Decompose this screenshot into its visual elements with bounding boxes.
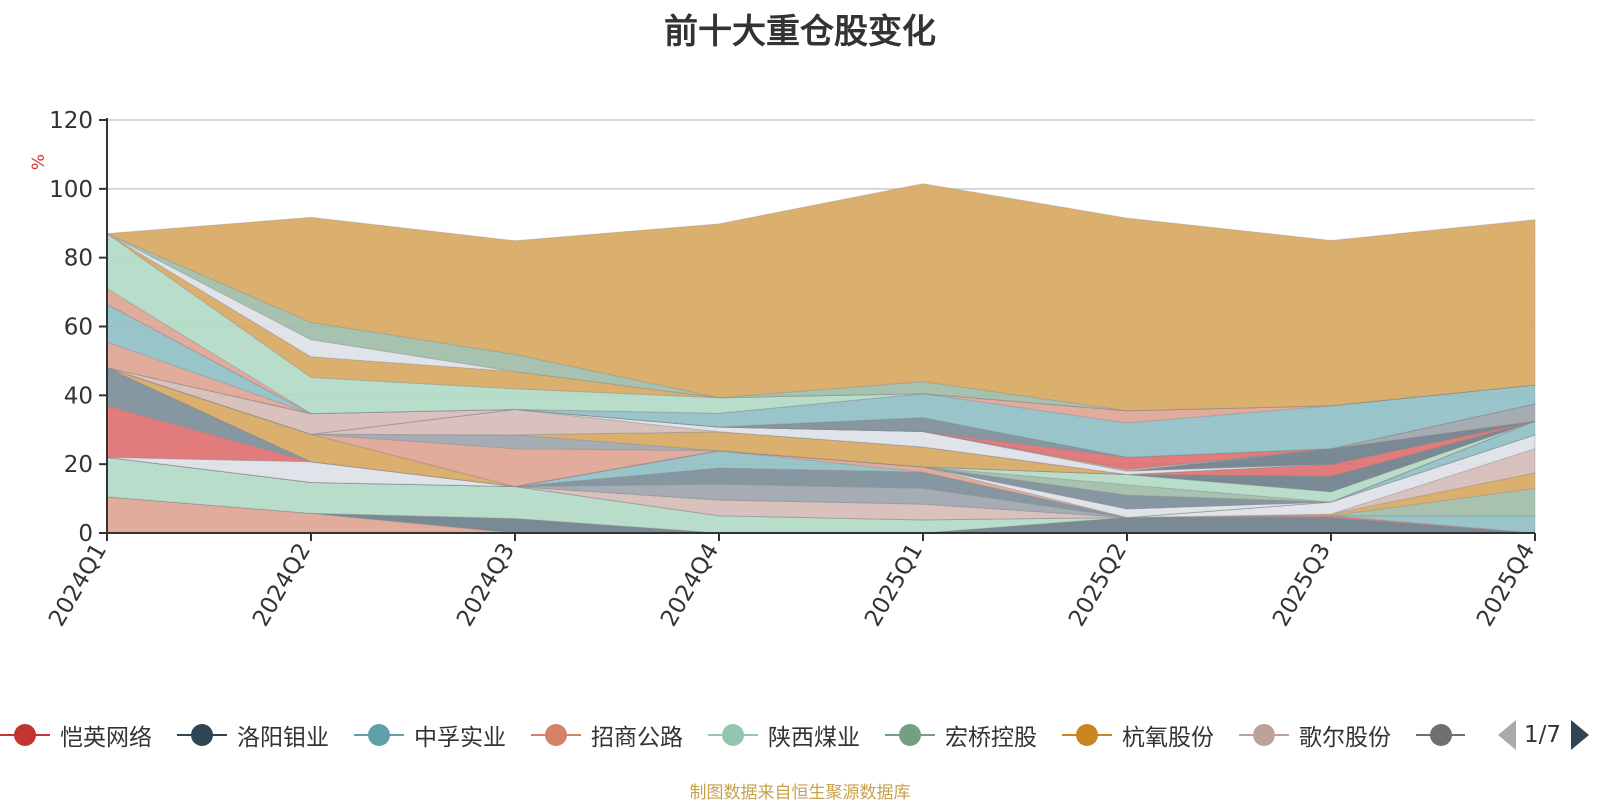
legend-item[interactable]: 陕西煤业: [708, 712, 860, 758]
legend-swatch-icon: [1239, 712, 1289, 758]
legend-item[interactable]: 招商公路: [531, 712, 683, 758]
area-series: [106, 183, 1536, 412]
legend-label: 洛阳钼业: [237, 725, 329, 751]
y-tick-label: 60: [64, 315, 93, 341]
legend-label: 陕西煤业: [768, 725, 860, 751]
legend-item[interactable]: 恺英网络: [0, 712, 152, 758]
legend-swatch-icon: [177, 712, 227, 758]
y-axis-unit-label: %: [29, 154, 49, 170]
legend-swatch-icon: [885, 712, 935, 758]
x-tick-label: 2025Q3: [1268, 539, 1336, 631]
x-tick-label: 2025Q2: [1064, 539, 1132, 631]
y-tick-label: 40: [64, 383, 93, 409]
legend-item[interactable]: 杭氧股份: [1062, 712, 1214, 758]
y-tick-label: 100: [49, 177, 93, 203]
y-tick-label: 80: [64, 246, 93, 272]
x-tick-label: 2024Q3: [452, 539, 520, 631]
legend-label: 招商公路: [591, 725, 683, 751]
legend-next-page-icon[interactable]: [1571, 720, 1590, 750]
legend-swatch-icon: [531, 712, 581, 758]
legend-swatch-icon: [1416, 712, 1465, 758]
x-tick-label: 2024Q1: [44, 539, 112, 631]
legend-pager: 1/7: [1498, 712, 1590, 758]
legend-items: 恺英网络 洛阳钼业 中孚实业 招商公路 陕西煤业 宏桥控股 杭氧股份 歌尔股份紫金矿业: [0, 712, 1465, 758]
x-tick-label: 2024Q4: [656, 539, 724, 631]
data-source-note: 制图数据来自恒生聚源数据库: [689, 783, 911, 803]
y-tick-label: 120: [49, 108, 93, 134]
legend-label: 宏桥控股: [945, 725, 1037, 751]
legend-item[interactable]: 中孚实业: [354, 712, 506, 758]
area-layer: [106, 183, 1536, 534]
legend-swatch-icon: [354, 712, 404, 758]
legend-item[interactable]: 紫金矿业: [1416, 712, 1465, 758]
legend-swatch-icon: [0, 712, 50, 758]
y-tick-label: 20: [64, 452, 93, 478]
legend-label: 中孚实业: [414, 725, 506, 751]
legend-swatch-icon: [1062, 712, 1112, 758]
legend-label: 恺英网络: [60, 725, 152, 751]
legend-prev-page-icon[interactable]: [1498, 720, 1516, 750]
legend-item[interactable]: 洛阳钼业: [177, 712, 329, 758]
y-tick-label: 0: [78, 521, 93, 547]
legend-label: 杭氧股份: [1122, 725, 1214, 751]
legend-swatch-icon: [708, 712, 758, 758]
legend-label: 歌尔股份: [1299, 725, 1391, 751]
x-tick-label: 2025Q1: [860, 539, 928, 631]
area-series: [106, 367, 1536, 470]
legend-page-indicator: 1/7: [1524, 722, 1562, 748]
x-tick-label: 2024Q2: [248, 539, 316, 631]
legend-item[interactable]: 宏桥控股: [885, 712, 1037, 758]
legend-item[interactable]: 歌尔股份: [1239, 712, 1391, 758]
legend: 恺英网络 洛阳钼业 中孚实业 招商公路 陕西煤业 宏桥控股 杭氧股份 歌尔股份紫金矿业: [0, 712, 1600, 758]
x-tick-label: 2025Q4: [1472, 539, 1540, 631]
chart-title: 前十大重仓股变化: [664, 12, 936, 52]
